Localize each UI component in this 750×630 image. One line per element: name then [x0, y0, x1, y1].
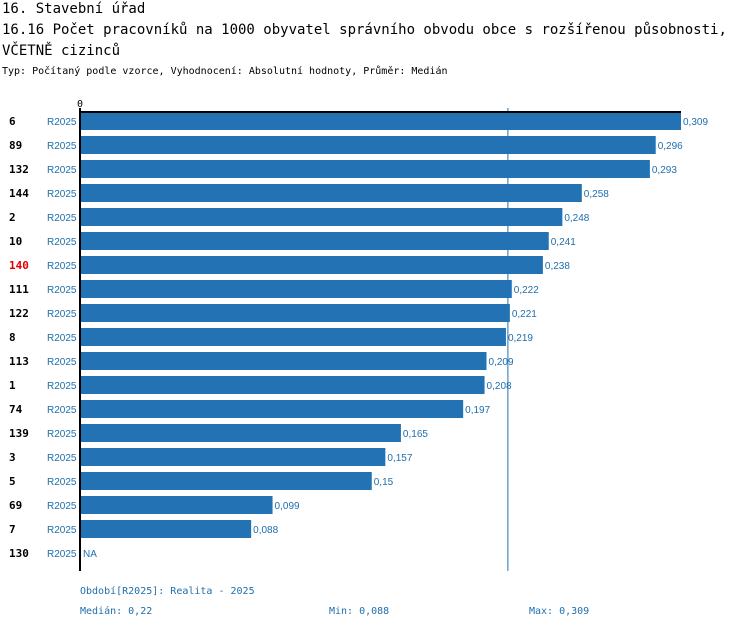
- value-label: 0,157: [387, 453, 412, 464]
- period-label: R2025: [47, 165, 77, 176]
- category-label: 144: [9, 187, 29, 200]
- bar: [80, 424, 401, 442]
- category-label: 6: [9, 115, 16, 128]
- bar: [80, 256, 543, 274]
- value-label: 0,165: [403, 429, 428, 440]
- bar: [80, 280, 512, 298]
- bar: [80, 112, 681, 130]
- value-label: 0,241: [551, 237, 576, 248]
- bar: [80, 376, 485, 394]
- bar: [80, 328, 506, 346]
- value-label: 0,221: [512, 309, 537, 320]
- period-label: R2025: [47, 453, 77, 464]
- category-label: 2: [9, 211, 16, 224]
- category-label: 10: [9, 235, 22, 248]
- category-label: 132: [9, 163, 29, 176]
- max-summary: Max: 0,309: [529, 606, 590, 617]
- bar: [80, 160, 650, 178]
- period-label: R2025: [47, 525, 77, 536]
- category-label: 7: [9, 523, 16, 536]
- value-label: 0,197: [465, 405, 490, 416]
- bar: [80, 184, 582, 202]
- category-label: 139: [9, 427, 29, 440]
- chart-subtitle: Typ: Počítaný podle vzorce, Vyhodnocení:…: [2, 66, 448, 77]
- bar: [80, 208, 563, 226]
- period-label: R2025: [47, 333, 77, 344]
- period-label: R2025: [47, 261, 77, 272]
- category-label: 1: [9, 379, 16, 392]
- bar: [80, 448, 386, 466]
- bar: [80, 472, 372, 490]
- category-label: 8: [9, 331, 16, 344]
- value-label: 0,258: [584, 189, 609, 200]
- category-label: 5: [9, 475, 16, 488]
- category-label: 74: [9, 403, 23, 416]
- bar: [80, 232, 549, 250]
- value-label: 0,208: [487, 381, 512, 392]
- value-label: 0,15: [374, 477, 394, 488]
- period-label: R2025: [47, 189, 77, 200]
- category-label: 3: [9, 451, 16, 464]
- bar: [80, 352, 487, 370]
- period-label: R2025: [47, 309, 77, 320]
- value-label: 0,219: [508, 333, 533, 344]
- category-label: 113: [9, 355, 29, 368]
- median-summary: Medián: 0,22: [80, 606, 153, 617]
- category-label: 89: [9, 139, 22, 152]
- period-label: R2025: [47, 429, 77, 440]
- value-label: 0,296: [658, 141, 683, 152]
- section-title: 16. Stavební úřad: [2, 1, 146, 17]
- period-label: R2025: [47, 357, 77, 368]
- axis-zero-label: 0: [77, 99, 83, 110]
- bar: [80, 496, 273, 514]
- value-label: 0,088: [253, 525, 278, 536]
- category-label: 140: [9, 259, 29, 272]
- bar: [80, 136, 656, 154]
- period-label: R2025: [47, 405, 77, 416]
- period-label: R2025: [47, 237, 77, 248]
- period-label: R2025: [47, 477, 77, 488]
- period-legend: Období[R2025]: Realita - 2025: [80, 586, 255, 597]
- period-label: R2025: [47, 501, 77, 512]
- bar: [80, 400, 464, 418]
- period-label: R2025: [47, 285, 77, 296]
- category-label: 122: [9, 307, 29, 320]
- bar: [80, 520, 252, 538]
- value-label: 0,248: [564, 213, 589, 224]
- period-label: R2025: [47, 381, 77, 392]
- value-label: 0,309: [683, 117, 708, 128]
- bar: [80, 304, 510, 322]
- value-label: NA: [83, 549, 97, 560]
- value-label: 0,099: [275, 501, 300, 512]
- value-label: 0,293: [652, 165, 677, 176]
- category-label: 130: [9, 547, 29, 560]
- min-summary: Min: 0,088: [329, 606, 390, 617]
- category-label: 111: [9, 283, 29, 296]
- period-label: R2025: [47, 117, 77, 128]
- period-label: R2025: [47, 141, 77, 152]
- period-label: R2025: [47, 213, 77, 224]
- value-label: 0,222: [514, 285, 539, 296]
- period-label: R2025: [47, 549, 77, 560]
- value-label: 0,238: [545, 261, 570, 272]
- category-label: 69: [9, 499, 22, 512]
- value-label: 0,209: [489, 357, 514, 368]
- chart-title: 16.16 Počet pracovníků na 1000 obyvatel …: [2, 22, 727, 59]
